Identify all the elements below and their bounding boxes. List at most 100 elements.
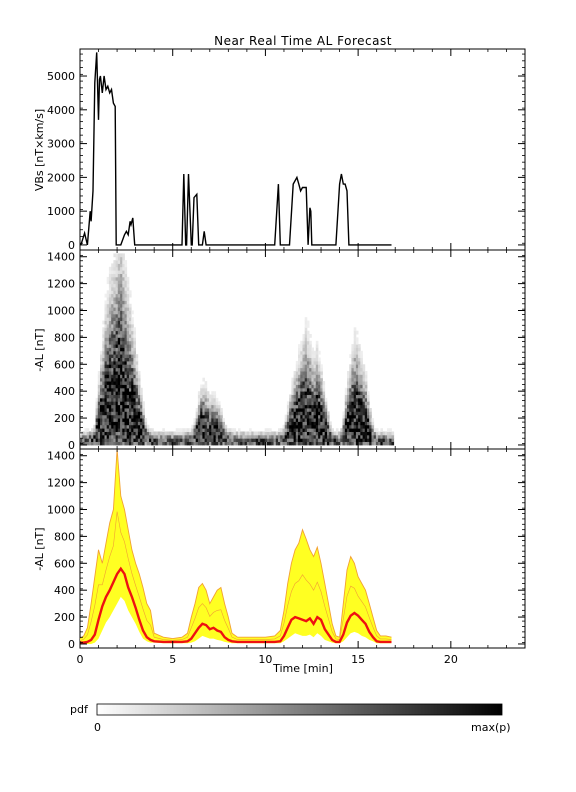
heatmap-cell <box>106 431 110 436</box>
heatmap-cell <box>122 397 125 402</box>
heatmap-cell <box>204 424 208 429</box>
heatmap-cell <box>206 431 210 436</box>
heatmap-cell <box>197 434 201 439</box>
heatmap-cell <box>378 434 381 439</box>
heatmap-cell <box>111 347 114 352</box>
heatmap-cell <box>129 404 132 409</box>
heatmap-cell <box>298 428 301 432</box>
heatmap-cell <box>173 431 177 436</box>
heatmap-cell <box>349 364 352 369</box>
heatmap-cell <box>102 394 105 399</box>
heatmap-cell <box>84 431 88 436</box>
heatmap-cell <box>102 367 105 372</box>
heatmap-cell <box>117 297 121 301</box>
heatmap-cell <box>151 434 154 439</box>
heatmap-cell <box>155 431 159 436</box>
heatmap-cell <box>135 367 139 372</box>
heatmap-cell <box>384 438 388 442</box>
heatmap-cell <box>369 438 372 442</box>
heatmap-cell <box>102 408 105 412</box>
heatmap-cell <box>100 391 103 395</box>
heatmap-cell <box>289 418 292 422</box>
y-tick-label: 1000 <box>47 205 75 218</box>
heatmap-cell <box>324 434 328 439</box>
heatmap-cell <box>224 441 228 446</box>
heatmap-cell <box>306 411 310 416</box>
heatmap-cell <box>111 276 114 281</box>
heatmap-cell <box>117 411 121 416</box>
heatmap-cell <box>295 360 299 365</box>
heatmap-cell <box>113 411 116 416</box>
heatmap-cell <box>362 418 366 422</box>
heatmap-cell <box>258 431 261 436</box>
heatmap-cell <box>129 428 132 432</box>
heatmap-cell <box>108 310 112 315</box>
heatmap-cell <box>349 397 352 402</box>
heatmap-cell <box>111 434 114 439</box>
heatmap-cell <box>322 424 326 429</box>
heatmap-cell <box>131 324 134 328</box>
heatmap-cell <box>197 431 201 436</box>
heatmap-cell <box>129 408 132 412</box>
colorbar-label: pdf <box>70 703 89 716</box>
heatmap-cell <box>286 431 290 436</box>
heatmap-cell <box>133 367 136 372</box>
heatmap-cell <box>115 270 119 274</box>
heatmap-cell <box>122 414 125 419</box>
heatmap-cell <box>200 428 203 432</box>
heatmap-cell <box>113 344 116 348</box>
heatmap-cell <box>137 374 141 379</box>
heatmap-cell <box>315 377 319 382</box>
heatmap-cell <box>104 377 108 382</box>
y-tick-label: 0 <box>68 638 75 651</box>
heatmap-cell <box>300 374 303 379</box>
heatmap-cell <box>360 384 363 389</box>
heatmap-cell <box>340 431 343 436</box>
heatmap-cell <box>135 408 139 412</box>
heatmap-cell <box>102 428 105 432</box>
heatmap-cell <box>306 357 310 362</box>
heatmap-cell <box>124 408 128 412</box>
heatmap-cell <box>173 438 177 442</box>
heatmap-cell <box>355 408 359 412</box>
heatmap-cell <box>193 438 197 442</box>
heatmap-cell <box>315 391 319 395</box>
heatmap-cell <box>282 424 286 429</box>
heatmap-cell <box>126 350 130 355</box>
heatmap-cell <box>135 381 139 385</box>
heatmap-cell <box>286 404 290 409</box>
heatmap-cell <box>249 428 252 432</box>
heatmap-cell <box>100 408 103 412</box>
heatmap-cell <box>295 374 299 379</box>
heatmap-cell <box>137 421 141 426</box>
heatmap-cell <box>117 434 121 439</box>
heatmap-cell <box>102 411 105 416</box>
heatmap-cell <box>282 434 286 439</box>
heatmap-cell <box>95 434 99 439</box>
heatmap-cell <box>327 411 330 416</box>
heatmap-cell <box>211 411 214 416</box>
heatmap-cell <box>278 441 281 446</box>
heatmap-cell <box>106 374 110 379</box>
heatmap-cell <box>122 391 125 395</box>
heatmap-cell <box>322 397 326 402</box>
heatmap-cell <box>364 418 368 422</box>
heatmap-cell <box>351 381 354 385</box>
heatmap-cell <box>93 441 96 446</box>
heatmap-cell <box>104 334 108 338</box>
heatmap-cell <box>117 300 121 305</box>
heatmap-cell <box>302 371 306 375</box>
heatmap-cell <box>351 408 354 412</box>
heatmap-cell <box>95 428 99 432</box>
heatmap-cell <box>102 340 105 345</box>
heatmap-cell <box>115 300 119 305</box>
heatmap-cell <box>349 401 352 406</box>
heatmap-cell <box>306 421 310 426</box>
heatmap-cell <box>304 334 308 338</box>
heatmap-cell <box>100 384 103 389</box>
heatmap-cell <box>102 387 105 392</box>
heatmap-cell <box>220 434 223 439</box>
heatmap-cell <box>362 384 366 389</box>
heatmap-cell <box>169 438 172 442</box>
heatmap-cell <box>120 307 123 311</box>
